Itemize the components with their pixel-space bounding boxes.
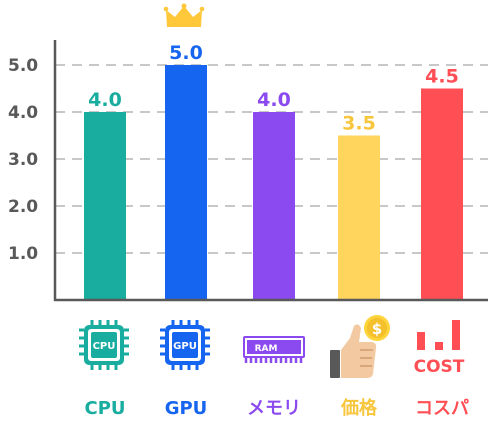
cpu-chip-icon: CPU xyxy=(79,320,129,370)
gpu-icon-text: GPU xyxy=(173,341,197,352)
value-label: 4.0 xyxy=(257,89,291,111)
cost-icon-text: COST xyxy=(414,357,465,377)
y-tick-label: 2.0 xyxy=(8,197,38,217)
category-label: GPU xyxy=(165,398,208,419)
category-label: CPU xyxy=(84,398,125,419)
bar-2 xyxy=(165,65,207,300)
value-labels: 4.0 5.0 4.0 3.5 4.5 xyxy=(88,42,459,135)
thumbs-up-coin-icon: $ xyxy=(330,315,390,378)
ram-module-icon: RAM xyxy=(243,336,305,363)
category-label: メモリ xyxy=(247,398,301,419)
grid-lines xyxy=(55,64,488,254)
y-tick-label: 4.0 xyxy=(8,103,38,123)
cost-bars-icon: COST xyxy=(414,320,465,377)
y-tick-label: 1.0 xyxy=(8,244,38,264)
bar-1 xyxy=(84,112,126,300)
crown-icon xyxy=(163,3,205,27)
bar-4 xyxy=(338,135,380,300)
coin-dollar-text: $ xyxy=(372,320,382,338)
bars xyxy=(84,65,463,300)
category-labels: CPU GPU メモリ 価格 コスパ xyxy=(84,397,469,419)
value-label: 4.5 xyxy=(425,66,459,88)
bar-3 xyxy=(253,112,295,300)
category-label: コスパ xyxy=(415,398,469,419)
y-axis-tick-labels: 1.0 2.0 3.0 4.0 5.0 xyxy=(8,56,38,264)
bar-5 xyxy=(421,88,463,300)
category-label: 価格 xyxy=(340,397,378,419)
value-label: 4.0 xyxy=(88,89,122,111)
value-label: 3.5 xyxy=(342,113,376,135)
y-tick-label: 3.0 xyxy=(8,150,38,170)
cpu-icon-text: CPU xyxy=(93,341,116,352)
y-tick-label: 5.0 xyxy=(8,56,38,76)
value-label: 5.0 xyxy=(169,42,203,64)
gpu-chip-icon: GPU xyxy=(160,320,210,370)
ram-icon-text: RAM xyxy=(255,344,278,354)
